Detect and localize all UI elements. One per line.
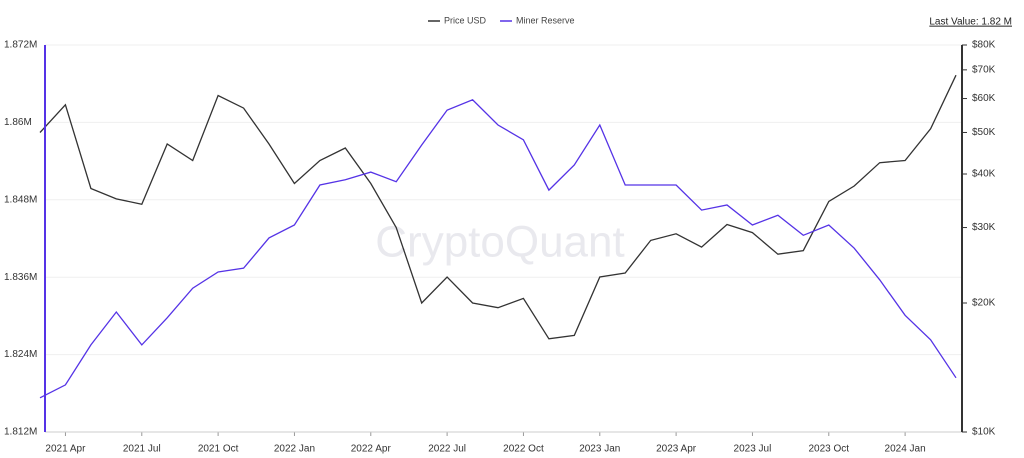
- y2-tick-label: $60K: [972, 93, 996, 104]
- y2-tick-label: $40K: [972, 169, 996, 180]
- y2-tick-label: $10K: [972, 427, 996, 438]
- x-tick-label: 2022 Jan: [274, 444, 315, 455]
- x-tick-label: 2022 Oct: [503, 444, 544, 455]
- y-tick-label: 1.824M: [4, 349, 37, 360]
- y2-tick-label: $70K: [972, 64, 996, 75]
- y-tick-label: 1.812M: [4, 427, 37, 438]
- series-line: [39, 74, 957, 340]
- last-value: Last Value: 1.82 M: [929, 17, 1012, 28]
- y-tick-label: 1.86M: [4, 117, 32, 128]
- y-tick-label: 1.836M: [4, 272, 37, 283]
- y2-tick-label: $50K: [972, 127, 996, 138]
- x-tick-label: 2022 Apr: [351, 444, 392, 455]
- y2-tick-label: $80K: [972, 40, 996, 51]
- x-tick-label: 2023 Jul: [734, 444, 772, 455]
- x-tick-label: 2021 Jul: [123, 444, 161, 455]
- watermark: CryptoQuant: [375, 218, 624, 267]
- x-tick-label: 2021 Apr: [45, 444, 86, 455]
- y-tick-label: 1.848M: [4, 194, 37, 205]
- y2-tick-label: $20K: [972, 298, 996, 309]
- x-tick-label: 2021 Oct: [198, 444, 239, 455]
- x-tick-label: 2024 Jan: [885, 444, 926, 455]
- x-tick-label: 2023 Apr: [656, 444, 697, 455]
- series-line: [39, 99, 957, 399]
- y2-tick-label: $30K: [972, 222, 996, 233]
- legend-label: Price USD: [444, 15, 487, 25]
- y-tick-label: 1.872M: [4, 40, 37, 51]
- legend-label: Miner Reserve: [516, 15, 575, 25]
- x-tick-label: 2023 Oct: [808, 444, 849, 455]
- x-tick-label: 2023 Jan: [579, 444, 620, 455]
- x-tick-label: 2022 Jul: [428, 444, 466, 455]
